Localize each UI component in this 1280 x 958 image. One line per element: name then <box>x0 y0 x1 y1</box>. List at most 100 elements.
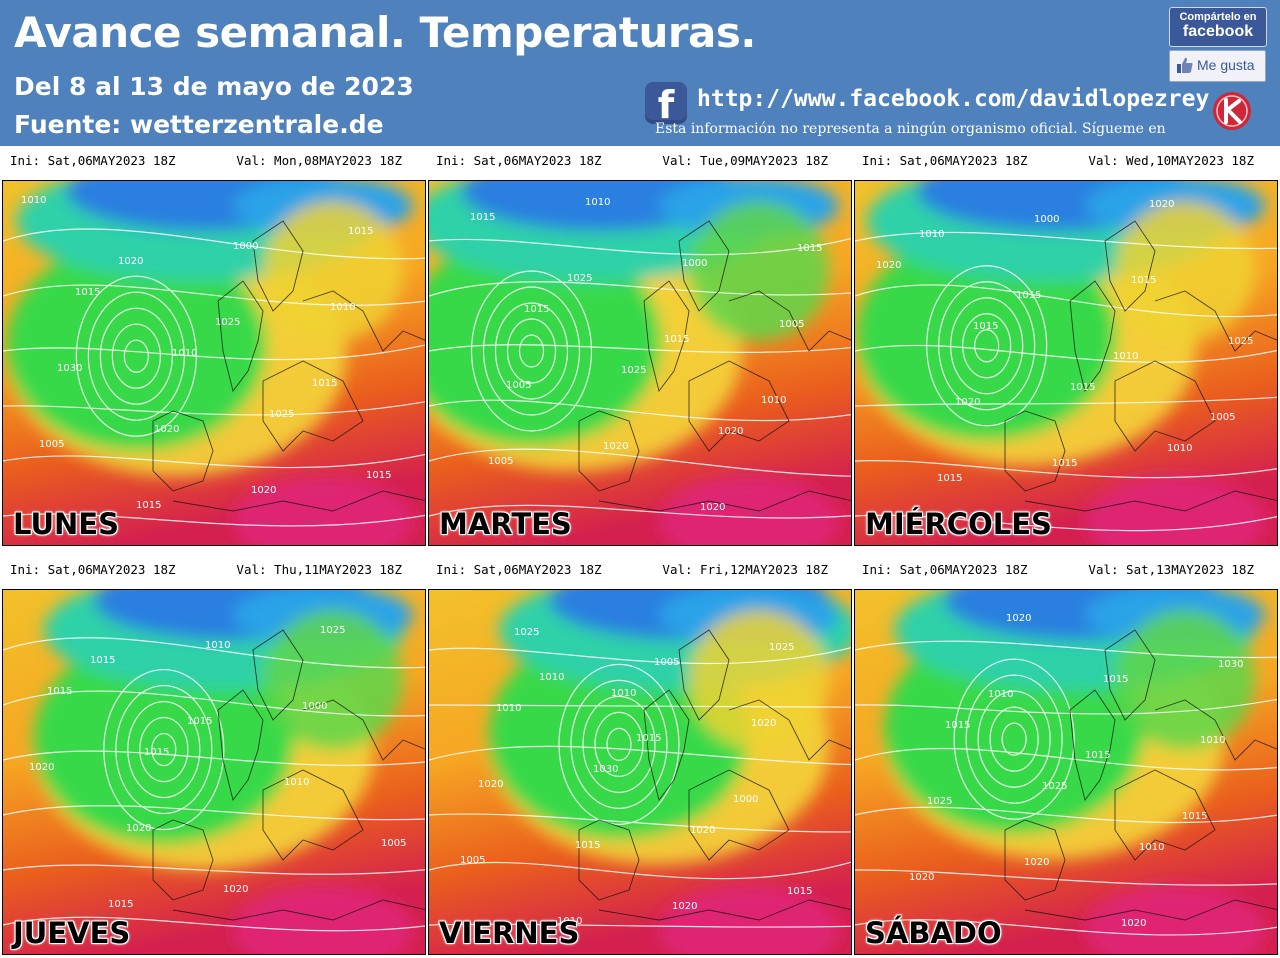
isobar-label: 1015 <box>144 747 169 758</box>
valid-time: Val: Mon,08MAY2023 18Z <box>236 153 402 168</box>
isobar-label: 1015 <box>1085 750 1110 761</box>
valid-time: Val: Sat,13MAY2023 18Z <box>1088 562 1254 577</box>
isobar-label: 1015 <box>312 378 337 389</box>
isobar-label: 1020 <box>478 779 503 790</box>
isobar-label: 1020 <box>672 901 697 912</box>
isobar-label: 1020 <box>154 424 179 435</box>
forecast-panel: Ini: Sat,06MAY2023 18Z Val: Mon,08MAY2023… <box>2 146 426 546</box>
day-label: JUEVES <box>13 916 131 950</box>
isobar-label: 1000 <box>1034 214 1059 225</box>
isobar-label: 1005 <box>39 439 64 450</box>
isobar-label: 1020 <box>751 718 776 729</box>
header-banner: Avance semanal. Temperaturas. Del 8 al 1… <box>0 0 1280 146</box>
init-time: Ini: Sat,06MAY2023 18Z <box>862 562 1028 577</box>
panel-header: Ini: Sat,06MAY2023 18Z Val: Tue,09MAY2023… <box>428 146 852 178</box>
isobar-label: 1005 <box>779 319 804 330</box>
isobar-label: 1025 <box>269 409 294 420</box>
isobar-label: 1010 <box>172 348 197 359</box>
isobar-label: 1010 <box>1167 443 1192 454</box>
author-logo-icon[interactable] <box>1212 91 1252 131</box>
like-button[interactable]: Me gusta <box>1169 50 1266 82</box>
forecast-panel: Ini: Sat,06MAY2023 18Z Val: Sat,13MAY2023… <box>854 555 1278 955</box>
day-label: VIERNES <box>439 916 580 950</box>
temperature-map-graphic: 1010 1015 1010 1005 1015 1000 1015 1025 1020 1015… <box>855 181 1277 545</box>
day-label: LUNES <box>13 507 119 541</box>
isobar-label: 1025 <box>1042 781 1067 792</box>
isobar-label: 1010 <box>1139 842 1164 853</box>
isobar-label: 1010 <box>988 689 1013 700</box>
isobar-label: 1015 <box>108 899 133 910</box>
valid-time: Val: Thu,11MAY2023 18Z <box>236 562 402 577</box>
data-source: Fuente: wetterzentrale.de <box>14 110 384 139</box>
panel-header: Ini: Sat,06MAY2023 18Z Val: Mon,08MAY2023… <box>2 146 426 178</box>
isobar-label: 1015 <box>187 716 212 727</box>
isobar-label: 1030 <box>593 764 618 775</box>
valid-time: Val: Wed,10MAY2023 18Z <box>1088 153 1254 168</box>
isobar-label: 1025 <box>1228 336 1253 347</box>
isobar-label: 1020 <box>126 823 151 834</box>
temperature-map-graphic: 1015 1025 1015 1010 1005 1010 1000 1005 1005 1020… <box>429 181 851 545</box>
temperature-map: 1015 1025 1015 1010 1005 1010 1000 1005 1005 1020… <box>428 180 852 546</box>
valid-time: Val: Fri,12MAY2023 18Z <box>662 562 828 577</box>
isobar-label: 1015 <box>664 334 689 345</box>
isobar-label: 1020 <box>909 872 934 883</box>
isobar-label: 1020 <box>690 825 715 836</box>
isobar-label: 1015 <box>348 226 373 237</box>
isobar-label: 1015 <box>1052 458 1077 469</box>
forecast-panel: Ini: Sat,06MAY2023 18Z Val: Tue,09MAY2023… <box>428 146 852 546</box>
isobar-label: 1005 <box>460 855 485 866</box>
isobar-label: 1015 <box>470 212 495 223</box>
isobar-label: 1020 <box>876 260 901 271</box>
isobar-label: 1020 <box>718 426 743 437</box>
isobar-label: 1005 <box>381 838 406 849</box>
facebook-icon[interactable]: f <box>645 82 687 124</box>
isobar-label: 1005 <box>1210 412 1235 423</box>
isobar-label: 1020 <box>955 397 980 408</box>
forecast-panel: Ini: Sat,06MAY2023 18Z Val: Fri,12MAY2023… <box>428 555 852 955</box>
share-label-bottom: facebook <box>1182 23 1254 40</box>
isobar-label: 1010 <box>919 229 944 240</box>
isobar-label: 1015 <box>973 321 998 332</box>
temperature-map: 1010 1020 1025 1015 1005 1015 1000 1010 1030 1020… <box>2 180 426 546</box>
temperature-map: 1010 1015 1015 1020 1020 1015 1010 1025 1020 1020… <box>854 589 1278 955</box>
isobar-label: 1025 <box>927 796 952 807</box>
isobar-label: 1025 <box>621 365 646 376</box>
isobar-label: 1015 <box>797 243 822 254</box>
isobar-label: 1010 <box>284 777 309 788</box>
temperature-map-graphic: 1010 1015 1000 1005 1010 1005 1020 1020 1015 1020… <box>429 590 851 954</box>
thumbs-up-icon <box>1177 57 1193 73</box>
isobar-label: 1020 <box>223 884 248 895</box>
isobar-label: 1005 <box>654 657 679 668</box>
isobar-label: 1015 <box>1016 290 1041 301</box>
init-time: Ini: Sat,06MAY2023 18Z <box>10 153 176 168</box>
isobar-label: 1010 <box>496 703 521 714</box>
share-on-facebook-button[interactable]: Compártelo en facebook <box>1169 7 1267 47</box>
temperature-map-graphic: 1010 1015 1015 1020 1020 1015 1010 1025 1020 1020… <box>855 590 1277 954</box>
day-label: SÁBADO <box>865 916 1002 950</box>
isobar-label: 1010 <box>585 197 610 208</box>
facebook-link[interactable]: http://www.facebook.com/davidlopezrey <box>697 86 1210 112</box>
isobar-label: 1010 <box>330 302 355 313</box>
isobar-label: 1010 <box>539 672 564 683</box>
isobar-label: 1015 <box>1182 811 1207 822</box>
isobar-label: 1015 <box>1070 382 1095 393</box>
isobar-label: 1030 <box>57 363 82 374</box>
isobar-label: 1020 <box>603 441 628 452</box>
isobar-label: 1025 <box>215 317 240 328</box>
isobar-label: 1020 <box>118 256 143 267</box>
isobar-label: 1015 <box>47 686 72 697</box>
isobar-label: 1015 <box>945 720 970 731</box>
isobar-label: 1015 <box>636 733 661 744</box>
init-time: Ini: Sat,06MAY2023 18Z <box>10 562 176 577</box>
temperature-map: 1015 1015 1010 1005 1015 1010 1000 1020 1020 1020… <box>2 589 426 955</box>
isobar-label: 1020 <box>1024 857 1049 868</box>
isobar-label: 1010 <box>1113 351 1138 362</box>
isobar-label: 1010 <box>557 916 582 927</box>
isobar-label: 1020 <box>1006 613 1031 624</box>
isobar-label: 1020 <box>251 485 276 496</box>
isobar-label: 1015 <box>90 655 115 666</box>
isobar-label: 1025 <box>769 642 794 653</box>
isobar-label: 1010 <box>611 688 636 699</box>
panel-header: Ini: Sat,06MAY2023 18Z Val: Wed,10MAY2023… <box>854 146 1278 178</box>
isobar-label: 1015 <box>937 473 962 484</box>
